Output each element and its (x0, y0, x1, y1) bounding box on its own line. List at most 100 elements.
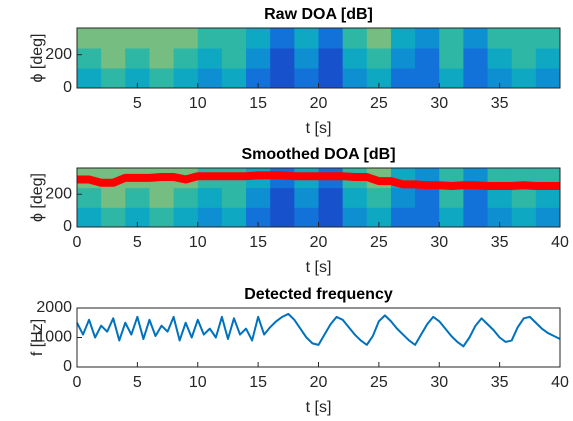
heatmap-cell (197, 68, 223, 89)
x-tick-label: 5 (133, 234, 142, 251)
x-tick-label: 0 (73, 374, 82, 391)
heatmap-cell (439, 28, 464, 49)
x-tick-label: 30 (430, 95, 448, 112)
x-tick-label: 35 (491, 95, 509, 112)
heatmap-cell (439, 48, 464, 69)
heatmap-cell (125, 187, 150, 208)
y-tick-label: 2000 (36, 299, 72, 316)
heatmap-cell (390, 48, 416, 69)
heatmap-cell (318, 207, 344, 228)
chart-title: Smoothed DOA [dB] (241, 146, 395, 163)
x-tick-label: 30 (430, 234, 448, 251)
x-tick-label: 40 (551, 374, 569, 391)
heatmap-cell (197, 48, 223, 69)
heatmap-cell (77, 28, 102, 49)
heatmap-cell (535, 48, 561, 69)
x-axis-label: t [s] (306, 399, 332, 416)
x-tick-label: 5 (133, 95, 142, 112)
heatmap-cell (366, 68, 392, 89)
heatmap-cell (173, 28, 199, 49)
heatmap-cell (439, 207, 464, 228)
axes-box (76, 307, 561, 368)
heatmap-cell (246, 68, 271, 89)
heatmap-cell (149, 28, 175, 49)
x-tick-label: 25 (370, 374, 388, 391)
heatmap-cell (77, 187, 102, 208)
heatmap-cell (149, 68, 175, 89)
heatmap-cell (101, 207, 126, 228)
heatmap-cell (125, 48, 150, 69)
x-tick-label: 35 (491, 234, 509, 251)
x-tick-label: 15 (249, 95, 267, 112)
heatmap-cell (463, 28, 489, 49)
heatmap-cell (294, 28, 319, 49)
data-line (77, 171, 560, 191)
x-tick-label: 25 (370, 234, 388, 251)
heatmap-cell (173, 187, 199, 208)
heatmap-cell (294, 48, 319, 69)
heatmap-cell (463, 48, 489, 69)
heatmap-cell (511, 68, 537, 89)
heatmap-cell (487, 68, 513, 89)
heatmap-cell (511, 207, 537, 228)
heatmap-cell (390, 207, 416, 228)
heatmap-cell (125, 68, 150, 89)
heatmap-cell (270, 68, 295, 89)
heatmap-cell (342, 28, 368, 49)
heatmap-cell (246, 28, 271, 49)
chart-title: Detected frequency (244, 286, 393, 303)
heatmap-cell (318, 28, 344, 49)
heatmap-cell (270, 187, 295, 208)
heatmap-cell (366, 207, 392, 228)
y-tick-label: 1000 (36, 329, 72, 346)
heatmap-cell (535, 28, 561, 49)
heatmap-cell (535, 207, 561, 228)
heatmap-cell (511, 187, 537, 208)
heatmap-cell (535, 187, 561, 208)
heatmap-cell (125, 28, 150, 49)
heatmap-cell (294, 68, 319, 89)
heatmap-cell (463, 68, 489, 89)
y-tick-label: 200 (45, 185, 72, 202)
y-axis-label: ϕ [deg] (29, 173, 46, 222)
heatmap-cell (101, 48, 126, 69)
heatmap-cell (439, 187, 464, 208)
heatmap-cell (511, 48, 537, 69)
x-axis-label: t [s] (306, 259, 332, 276)
heatmap-cell (342, 207, 368, 228)
x-tick-label: 25 (370, 95, 388, 112)
heatmap-cell (197, 207, 223, 228)
heatmap-cell (415, 207, 440, 228)
heatmap-cell (390, 28, 416, 49)
heatmap-cell (197, 28, 223, 49)
heatmap-cell (101, 187, 126, 208)
heatmap-cell (246, 187, 271, 208)
heatmap-cell (318, 68, 344, 89)
heatmap-cell (487, 28, 513, 49)
heatmap-cell (439, 68, 464, 89)
x-tick-label: 0 (73, 234, 82, 251)
heatmap-cell (342, 187, 368, 208)
heatmap-cell (342, 48, 368, 69)
heatmap-cell (294, 207, 319, 228)
x-tick-label: 35 (491, 374, 509, 391)
heatmap-cell (270, 48, 295, 69)
heatmap-cell (415, 68, 440, 89)
heatmap-cell (77, 68, 102, 89)
heatmap-cell (197, 187, 223, 208)
heatmap-cell (318, 187, 344, 208)
heatmap-cell (221, 68, 247, 89)
heatmap-cell (246, 48, 271, 69)
x-tick-label: 15 (249, 374, 267, 391)
heatmap-cell (101, 68, 126, 89)
chart-title: Raw DOA [dB] (264, 6, 373, 23)
heatmap-cell (463, 207, 489, 228)
x-tick-label: 40 (551, 234, 569, 251)
heatmap-cell (101, 28, 126, 49)
heatmap-cell (149, 187, 175, 208)
heatmap-cell (390, 68, 416, 89)
heatmap-cell (487, 207, 513, 228)
x-tick-label: 30 (430, 374, 448, 391)
heatmap-cell (342, 68, 368, 89)
